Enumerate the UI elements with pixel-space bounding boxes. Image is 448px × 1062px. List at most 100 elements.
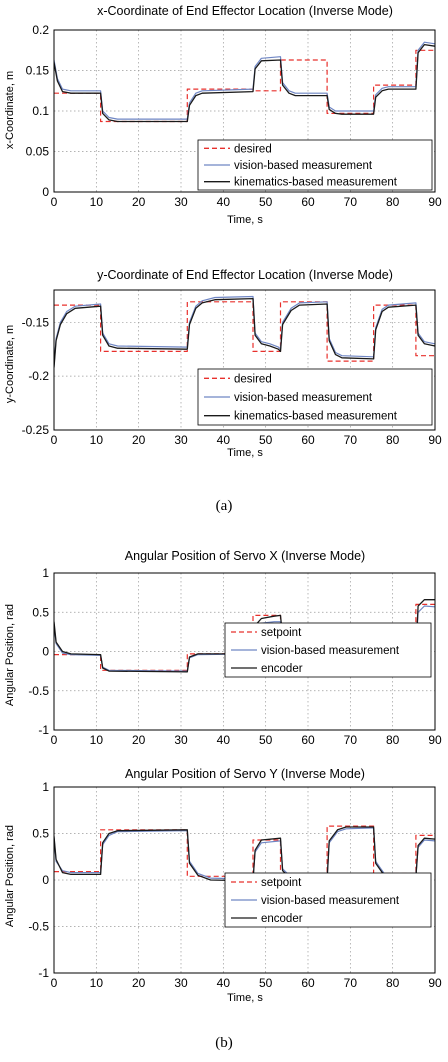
x-tick-label: 90 <box>428 733 442 747</box>
x-tick-label: 40 <box>217 733 231 747</box>
x-tick-label: 70 <box>344 733 358 747</box>
x-tick-label: 80 <box>386 733 400 747</box>
x-tick-label: 60 <box>301 733 315 747</box>
y-tick-label: 0.1 <box>32 104 49 118</box>
legend-label: desired <box>234 373 272 385</box>
y-tick-label: 0.5 <box>32 827 49 841</box>
y-tick-label: 0.5 <box>32 605 49 619</box>
chart-title: x-Coordinate of End Effector Location (I… <box>97 4 393 18</box>
legend-label: desired <box>234 143 272 155</box>
chart-title: Angular Position of Servo Y (Inverse Mod… <box>125 767 365 781</box>
y-tick-label: -1 <box>38 966 49 980</box>
x-tick-label: 20 <box>132 195 146 209</box>
x-tick-label: 10 <box>90 433 104 447</box>
x-tick-label: 60 <box>301 433 315 447</box>
x-tick-label: 20 <box>132 433 146 447</box>
y-tick-label: -0.25 <box>22 423 50 437</box>
y-tick-label: 0 <box>42 873 49 887</box>
x-tick-label: 50 <box>259 976 273 990</box>
x-tick-label: 40 <box>217 433 231 447</box>
legend-label: setpoint <box>261 627 302 639</box>
plot-frame <box>53 572 436 731</box>
series-line-vision-based-measurement <box>54 827 435 880</box>
x-tick-label: 30 <box>174 195 188 209</box>
x-tick-label: 80 <box>386 433 400 447</box>
y-axis-label: y-Coordinate, m <box>4 325 16 403</box>
y-tick-label: 0.05 <box>26 145 50 159</box>
series-line-desired <box>54 301 435 362</box>
x-tick-label: 80 <box>386 195 400 209</box>
x-axis-label: Time, s <box>227 214 263 226</box>
legend-label: kinematics-based measurement <box>234 177 398 189</box>
x-tick-label: 30 <box>174 433 188 447</box>
legend-box <box>197 139 433 191</box>
series-line-vision-based-measurement <box>54 41 435 120</box>
legend-box <box>197 368 433 426</box>
y-tick-label: 1 <box>42 566 49 580</box>
legend: desired vision-based measurement kinematic… <box>197 368 433 426</box>
y-tick-label: -1 <box>38 723 49 737</box>
x-tick-label: 40 <box>217 195 231 209</box>
legend-label: vision-based measurement <box>234 160 373 172</box>
series-line-kinematics-based-measurement <box>54 43 435 123</box>
legend: setpoint vision-based measurement encoder <box>224 872 432 928</box>
y-tick-label: 0.2 <box>32 23 49 37</box>
legend: desired vision-based measurement kinematic… <box>197 139 433 191</box>
x-tick-label: 80 <box>386 976 400 990</box>
x-tick-label: 30 <box>174 976 188 990</box>
y-axis-label: Angular Position, rad <box>4 604 16 706</box>
x-tick-label: 70 <box>344 195 358 209</box>
legend-box <box>224 622 432 678</box>
caption-b: (b) <box>215 1035 233 1051</box>
y-coordinate-chart: y-Coordinate of End Effector Location (I… <box>4 268 442 459</box>
y-tick-label: -0.15 <box>22 315 50 329</box>
chart-title: Angular Position of Servo X (Inverse Mod… <box>125 549 365 563</box>
servo-y-chart: Angular Position of Servo Y (Inverse Mod… <box>4 767 442 1004</box>
legend-label: vision-based measurement <box>234 392 373 404</box>
y-tick-label: -0.5 <box>28 684 49 698</box>
servo-x-chart: Angular Position of Servo X (Inverse Mod… <box>4 549 442 747</box>
x-tick-label: 0 <box>51 976 58 990</box>
y-tick-label: 1 <box>42 780 49 794</box>
y-tick-label: -0.2 <box>28 369 49 383</box>
x-tick-label: 60 <box>301 976 315 990</box>
series-line-kinematics-based-measurement <box>54 297 435 368</box>
x-tick-label: 90 <box>428 976 442 990</box>
legend-label: setpoint <box>261 877 302 889</box>
caption-a: (a) <box>215 498 233 514</box>
x-tick-label: 50 <box>259 733 273 747</box>
legend-label: encoder <box>261 913 303 925</box>
series-line-desired <box>54 49 435 123</box>
x-axis-label: Time, s <box>227 447 263 459</box>
x-tick-label: 20 <box>132 733 146 747</box>
legend-box <box>224 872 432 928</box>
x-tick-label: 90 <box>428 433 442 447</box>
x-tick-label: 10 <box>90 976 104 990</box>
x-tick-label: 0 <box>51 433 58 447</box>
plot-frame <box>53 289 436 431</box>
x-tick-label: 90 <box>428 195 442 209</box>
plot-frame <box>53 29 436 193</box>
x-tick-label: 70 <box>344 433 358 447</box>
x-tick-label: 70 <box>344 976 358 990</box>
y-tick-label: 0 <box>42 185 49 199</box>
chart-title: y-Coordinate of End Effector Location (I… <box>97 268 393 282</box>
legend-label: vision-based measurement <box>261 895 400 907</box>
x-tick-label: 20 <box>132 976 146 990</box>
series-line-vision-based-measurement <box>54 295 435 366</box>
y-tick-label: -0.5 <box>28 920 49 934</box>
x-tick-label: 0 <box>51 733 58 747</box>
x-tick-label: 50 <box>259 195 273 209</box>
x-tick-label: 30 <box>174 733 188 747</box>
x-tick-label: 40 <box>217 976 231 990</box>
legend-label: encoder <box>261 663 303 675</box>
x-tick-label: 10 <box>90 733 104 747</box>
legend-label: vision-based measurement <box>261 645 400 657</box>
plot-frame <box>53 786 436 974</box>
y-tick-label: 0 <box>42 645 49 659</box>
x-axis-label: Time, s <box>227 992 263 1004</box>
legend-label: kinematics-based measurement <box>234 411 398 423</box>
y-tick-label: 0.15 <box>26 64 50 78</box>
x-tick-label: 10 <box>90 195 104 209</box>
legend: setpoint vision-based measurement encoder <box>224 622 432 678</box>
